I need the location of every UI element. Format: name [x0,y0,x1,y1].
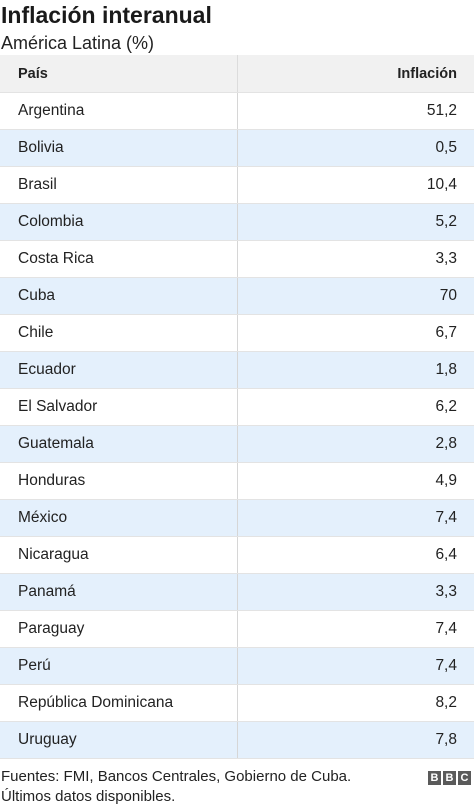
country-cell: Paraguay [18,620,85,637]
country-cell: Uruguay [18,731,77,748]
chart-title: Inflación interanual [1,2,212,28]
table-row: Argentina 51,2 [0,93,474,130]
inflation-value-cell: 4,9 [435,472,457,489]
table-row: Chile 6,7 [0,315,474,352]
inflation-table: País Inflación Argentina 51,2 Bolivia 0,5 Br… [0,55,474,759]
column-divider [237,278,238,314]
country-cell: El Salvador [18,398,98,415]
column-header-inflation: Inflación [397,65,457,82]
inflation-value-cell: 7,4 [435,657,457,674]
inflation-value-cell: 10,4 [426,176,457,193]
source-note: Fuentes: FMI, Bancos Centrales, Gobierno… [1,767,351,807]
table-row: Cuba 70 [0,278,474,315]
table-row: República Dominicana 8,2 [0,685,474,722]
country-cell: Colombia [18,213,84,230]
column-divider [237,537,238,573]
table-row: Costa Rica 3,3 [0,241,474,278]
inflation-value-cell: 5,2 [435,213,457,230]
table-header-row: País Inflación [0,55,474,93]
column-divider [237,463,238,499]
country-cell: Argentina [18,102,85,119]
inflation-value-cell: 70 [439,287,457,304]
table-row: Guatemala 2,8 [0,426,474,463]
table-row: Honduras 4,9 [0,463,474,500]
country-cell: Perú [18,657,51,674]
chart-subtitle: América Latina (%) [1,33,155,53]
data-note-line: Últimos datos disponibles. [1,788,176,805]
country-cell: Guatemala [18,435,94,452]
country-cell: Chile [18,324,54,341]
inflation-value-cell: 8,2 [435,694,457,711]
table-row: El Salvador 6,2 [0,389,474,426]
column-divider [237,574,238,610]
column-divider [237,685,238,721]
inflation-value-cell: 0,5 [435,139,457,156]
country-cell: Bolivia [18,139,64,156]
column-divider [237,352,238,388]
column-divider [237,55,238,92]
inflation-value-cell: 7,8 [435,731,457,748]
country-cell: Panamá [18,583,76,600]
bbc-logo: B B C [428,771,471,785]
source-line: Fuentes: FMI, Bancos Centrales, Gobierno… [1,768,352,785]
country-cell: Ecuador [18,361,76,378]
country-cell: Nicaragua [18,546,89,563]
inflation-value-cell: 6,2 [435,398,457,415]
column-divider [237,500,238,536]
column-divider [237,130,238,166]
table-row: Nicaragua 6,4 [0,537,474,574]
country-cell: Brasil [18,176,57,193]
table-row: Brasil 10,4 [0,167,474,204]
column-divider [237,389,238,425]
table-row: México 7,4 [0,500,474,537]
column-header-country: País [18,65,48,82]
inflation-value-cell: 51,2 [426,102,457,119]
logo-letter: B [428,771,441,785]
column-divider [237,426,238,462]
inflation-value-cell: 6,7 [435,324,457,341]
table-row: Colombia 5,2 [0,204,474,241]
logo-letter: C [458,771,471,785]
logo-letter: B [443,771,456,785]
table-row: Paraguay 7,4 [0,611,474,648]
column-divider [237,722,238,758]
inflation-value-cell: 7,4 [435,509,457,526]
table-row: Bolivia 0,5 [0,130,474,167]
column-divider [237,204,238,240]
country-cell: Cuba [18,287,56,304]
table-row: Perú 7,4 [0,648,474,685]
column-divider [237,93,238,129]
column-divider [237,611,238,647]
inflation-value-cell: 3,3 [435,250,457,267]
inflation-value-cell: 6,4 [435,546,457,563]
inflation-value-cell: 2,8 [435,435,457,452]
table-row: Ecuador 1,8 [0,352,474,389]
column-divider [237,648,238,684]
table-row: Panamá 3,3 [0,574,474,611]
inflation-value-cell: 1,8 [435,361,457,378]
country-cell: República Dominicana [18,694,174,711]
country-cell: Costa Rica [18,250,94,267]
column-divider [237,167,238,203]
inflation-value-cell: 3,3 [435,583,457,600]
country-cell: México [18,509,68,526]
inflation-value-cell: 7,4 [435,620,457,637]
column-divider [237,315,238,351]
country-cell: Honduras [18,472,86,489]
column-divider [237,241,238,277]
table-row: Uruguay 7,8 [0,722,474,759]
